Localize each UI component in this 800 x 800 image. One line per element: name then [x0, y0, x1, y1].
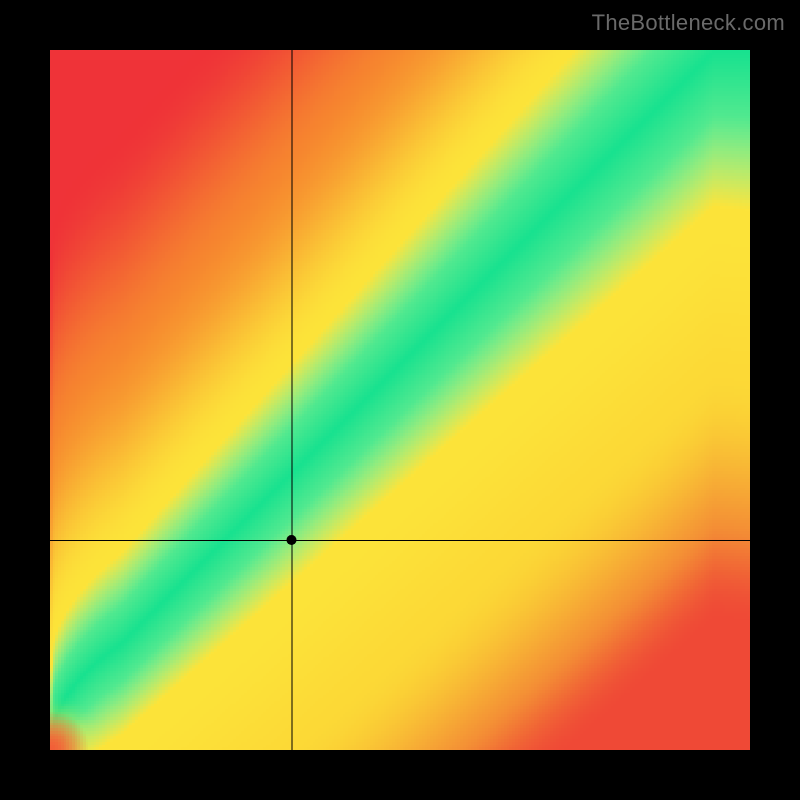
page-root: TheBottleneck.com	[0, 0, 800, 800]
bottleneck-heatmap	[50, 50, 750, 750]
attribution-text: TheBottleneck.com	[592, 10, 785, 36]
heatmap-canvas	[50, 50, 750, 750]
